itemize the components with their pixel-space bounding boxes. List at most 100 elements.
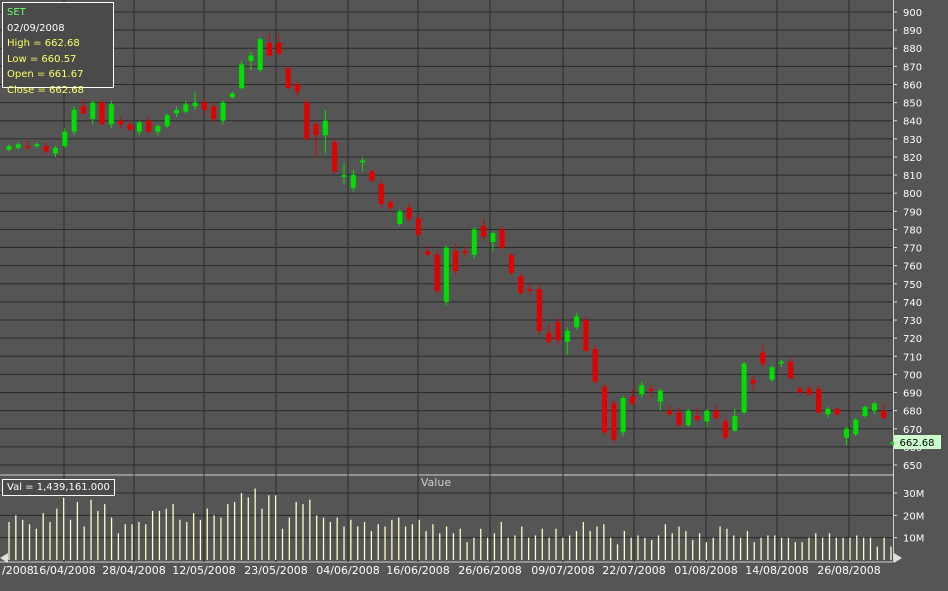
candle-body xyxy=(881,410,887,418)
candle-body xyxy=(415,218,421,235)
candle xyxy=(415,214,421,237)
candle-body xyxy=(592,349,598,382)
candle xyxy=(294,80,300,98)
candle-body xyxy=(481,225,487,237)
candle-body xyxy=(704,410,710,422)
price-tick-label: 890 xyxy=(903,26,922,37)
candle xyxy=(443,245,449,306)
candle-body xyxy=(378,184,384,205)
candle xyxy=(871,401,877,415)
candle xyxy=(620,396,626,437)
price-tick-label: 880 xyxy=(903,44,922,55)
candle-body xyxy=(313,124,319,136)
candle xyxy=(602,383,608,437)
candle xyxy=(164,113,170,128)
candle-body xyxy=(527,289,533,292)
candle xyxy=(825,407,831,418)
price-axis: 900 890 880 870 860 850 840 830 820 810 800 790 780 7… xyxy=(893,8,922,472)
date-tick-label: 26/08/2008 xyxy=(817,564,880,577)
candle-body xyxy=(620,397,626,433)
candle xyxy=(750,376,756,391)
date-tick-label: 22/07/2008 xyxy=(602,564,665,577)
current-price-tag: 662.68 xyxy=(894,435,941,450)
price-tick-label: 680 xyxy=(903,407,922,418)
close-label: Close = 662.68 xyxy=(7,84,84,96)
candle-body xyxy=(536,289,542,331)
candle xyxy=(406,204,412,223)
volume-tick-label: 20M xyxy=(903,511,924,522)
candle-body xyxy=(788,361,794,379)
price-tick-label: 650 xyxy=(903,461,922,472)
candle xyxy=(248,51,254,70)
price-tick-label: 900 xyxy=(903,8,922,19)
price-tick-label: 850 xyxy=(903,99,922,110)
candle-body xyxy=(639,385,645,395)
candle-body xyxy=(229,93,235,98)
candle xyxy=(211,102,217,123)
price-tick-label: 730 xyxy=(903,316,922,327)
candle-body xyxy=(816,388,822,413)
scroll-right-icon[interactable] xyxy=(894,553,902,563)
candle-body xyxy=(723,421,729,438)
volume-tick-label: 10M xyxy=(903,534,924,545)
candle-body xyxy=(350,175,356,188)
candle xyxy=(425,245,431,257)
candle xyxy=(508,252,514,275)
candle-body xyxy=(155,126,161,132)
candle-body xyxy=(34,144,40,147)
candle-body xyxy=(15,144,21,148)
candle xyxy=(862,405,868,418)
candle xyxy=(890,442,896,446)
candle xyxy=(760,345,766,368)
candle-body xyxy=(434,254,440,292)
candle-body xyxy=(80,106,86,114)
candle xyxy=(276,33,282,56)
candle xyxy=(34,142,40,148)
candle xyxy=(332,138,338,174)
candle xyxy=(53,146,59,157)
date-tick-label: 23/05/2008 xyxy=(244,564,307,577)
candle-body xyxy=(518,276,524,293)
candle xyxy=(592,345,598,384)
scroll-left-icon[interactable] xyxy=(0,553,8,563)
price-tick-label: 770 xyxy=(903,244,922,255)
candle xyxy=(648,385,654,398)
candle xyxy=(99,98,105,125)
candle-body xyxy=(695,416,701,420)
candle xyxy=(25,140,31,150)
candle xyxy=(183,100,189,114)
candle xyxy=(853,417,859,437)
candle-body xyxy=(602,387,608,433)
date-tick-label: 09/07/2008 xyxy=(531,564,594,577)
candle xyxy=(378,180,384,208)
price-tick-label: 790 xyxy=(903,207,922,218)
grid-lines xyxy=(0,0,894,563)
ohlc-info-box: SET 02/09/2008 High = 662.68 Low = 660.5… xyxy=(2,2,114,96)
candle-body xyxy=(6,146,12,150)
candle xyxy=(881,403,887,420)
candle xyxy=(108,100,114,128)
candle-body xyxy=(732,416,738,431)
candle xyxy=(388,198,394,212)
candle xyxy=(267,33,273,58)
candle xyxy=(741,361,747,415)
candle-body xyxy=(611,403,617,440)
candle-body xyxy=(564,330,570,342)
candle xyxy=(704,408,710,427)
candle-body xyxy=(220,102,226,121)
candle-body xyxy=(546,332,552,342)
price-tick-label: 810 xyxy=(903,171,922,182)
candle-body xyxy=(760,352,766,364)
price-tick-label: 800 xyxy=(903,189,922,200)
price-tick-label: 700 xyxy=(903,370,922,381)
candle xyxy=(322,109,328,154)
candle-body xyxy=(676,412,682,426)
candle-body xyxy=(657,390,663,402)
candle-body xyxy=(890,442,896,444)
candle-body xyxy=(108,104,114,125)
candle-body xyxy=(369,171,375,181)
candle-body xyxy=(555,321,561,340)
candle xyxy=(555,318,561,346)
volume-tick-label: 30M xyxy=(903,489,924,500)
